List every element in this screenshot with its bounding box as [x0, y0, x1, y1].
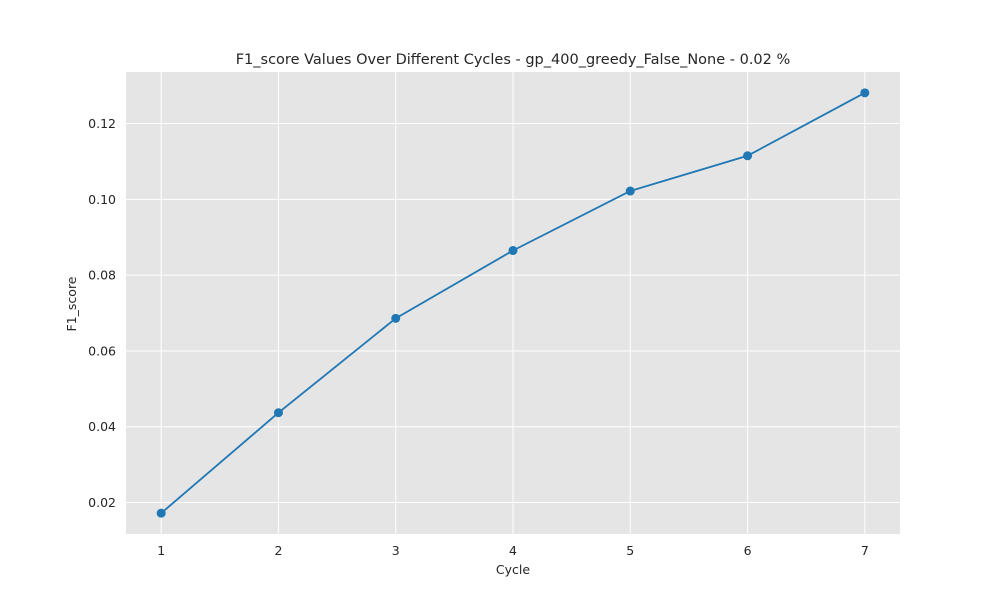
- y-tick-label: 0.06: [88, 343, 116, 358]
- x-tick-label: 3: [392, 543, 400, 558]
- x-tick-label: 1: [157, 543, 165, 558]
- tick-labels: 1 2 3 4 5 6 7 0.02 0.04 0.06 0.08 0.10 0.12: [88, 116, 869, 558]
- y-tick-label: 0.08: [88, 268, 116, 283]
- y-tick-label: 0.10: [88, 192, 116, 207]
- data-point: [156, 508, 166, 518]
- data-point: [743, 151, 753, 161]
- series: [156, 88, 870, 518]
- data-point: [860, 88, 870, 98]
- y-tick-label: 0.12: [88, 116, 116, 131]
- y-tick-label: 0.02: [88, 495, 116, 510]
- x-tick-label: 2: [274, 543, 282, 558]
- y-axis-label: F1_score: [64, 276, 79, 331]
- y-tick-label: 0.04: [88, 419, 116, 434]
- data-point: [625, 186, 635, 196]
- x-tick-label: 5: [626, 543, 634, 558]
- data-point: [508, 246, 518, 256]
- data-point: [391, 313, 401, 323]
- x-tick-label: 6: [744, 543, 752, 558]
- data-point: [273, 408, 283, 418]
- chart-title: F1_score Values Over Different Cycles - …: [236, 52, 791, 68]
- grid: [126, 72, 900, 534]
- x-tick-label: 4: [509, 543, 517, 558]
- x-tick-label: 7: [861, 543, 869, 558]
- x-axis-label: Cycle: [496, 562, 530, 577]
